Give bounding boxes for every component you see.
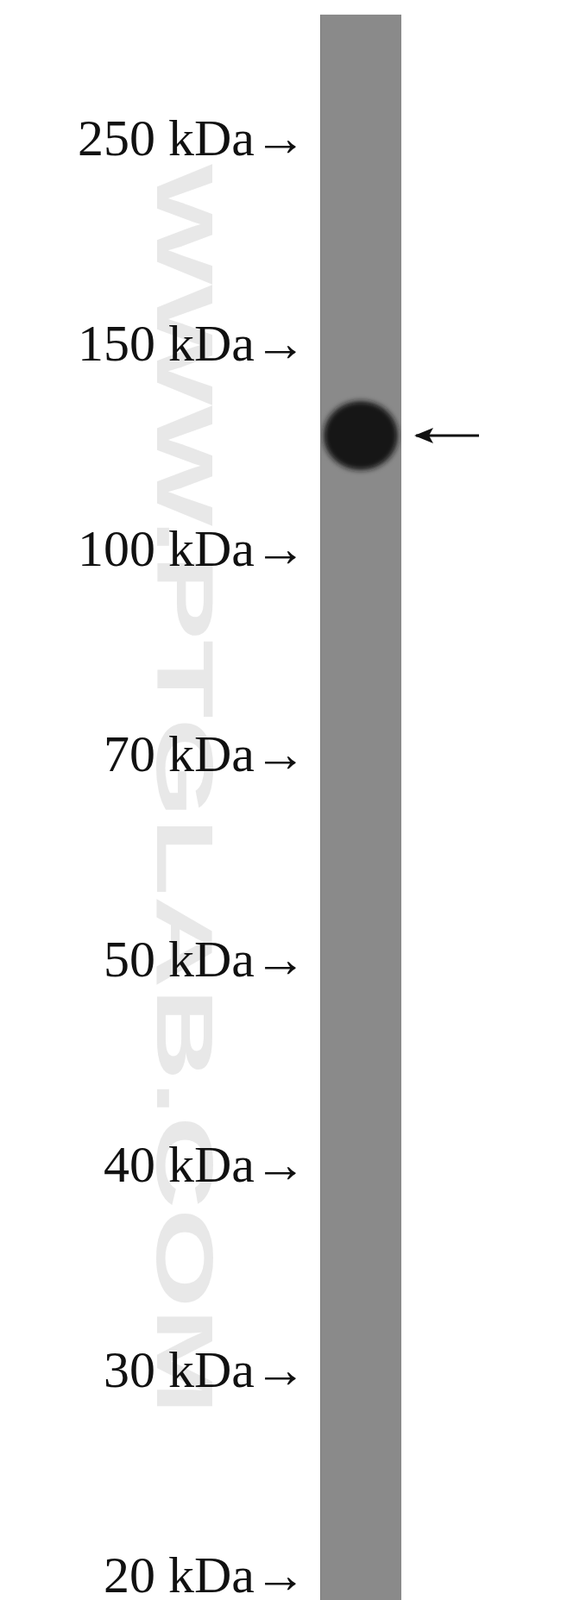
tick: 40 kDa→ — [103, 1136, 321, 1194]
tick-label: 20 kDa→ — [103, 1547, 307, 1600]
tick-label: 70 kDa→ — [103, 725, 307, 783]
tick: 100 kDa→ — [77, 520, 321, 578]
axis-line — [320, 14, 322, 1600]
blot-svg: WWW.PTGLAB.COM250 kDa→150 kDa→100 kDa→70… — [0, 0, 561, 1600]
band-arrow-head — [414, 428, 434, 444]
tick: 20 kDa→ — [103, 1547, 321, 1600]
tick-label: 250 kDa→ — [77, 109, 307, 167]
y-axis: 250 kDa→ 150 kDa→ 100 kDa→ 70 kDa→ 50 kDa→ 40… — [77, 14, 321, 1600]
lane-group — [320, 14, 402, 1600]
lane — [320, 14, 402, 1600]
tick-label: 30 kDa→ — [103, 1342, 307, 1400]
tick-label: 40 kDa→ — [103, 1136, 307, 1194]
tick: 150 kDa→ — [77, 315, 321, 372]
figure: WWW.PTGLAB.COM250 kDa→150 kDa→100 kDa→70… — [0, 0, 561, 1600]
tick: 250 kDa→ — [77, 109, 321, 167]
tick-label: 50 kDa→ — [103, 931, 307, 989]
tick: 70 kDa→ — [103, 725, 321, 783]
band — [323, 401, 398, 471]
tick-label: 150 kDa→ — [77, 315, 307, 372]
tick-label: 100 kDa→ — [77, 520, 307, 578]
tick: 50 kDa→ — [103, 931, 321, 989]
tick: 30 kDa→ — [103, 1342, 321, 1400]
